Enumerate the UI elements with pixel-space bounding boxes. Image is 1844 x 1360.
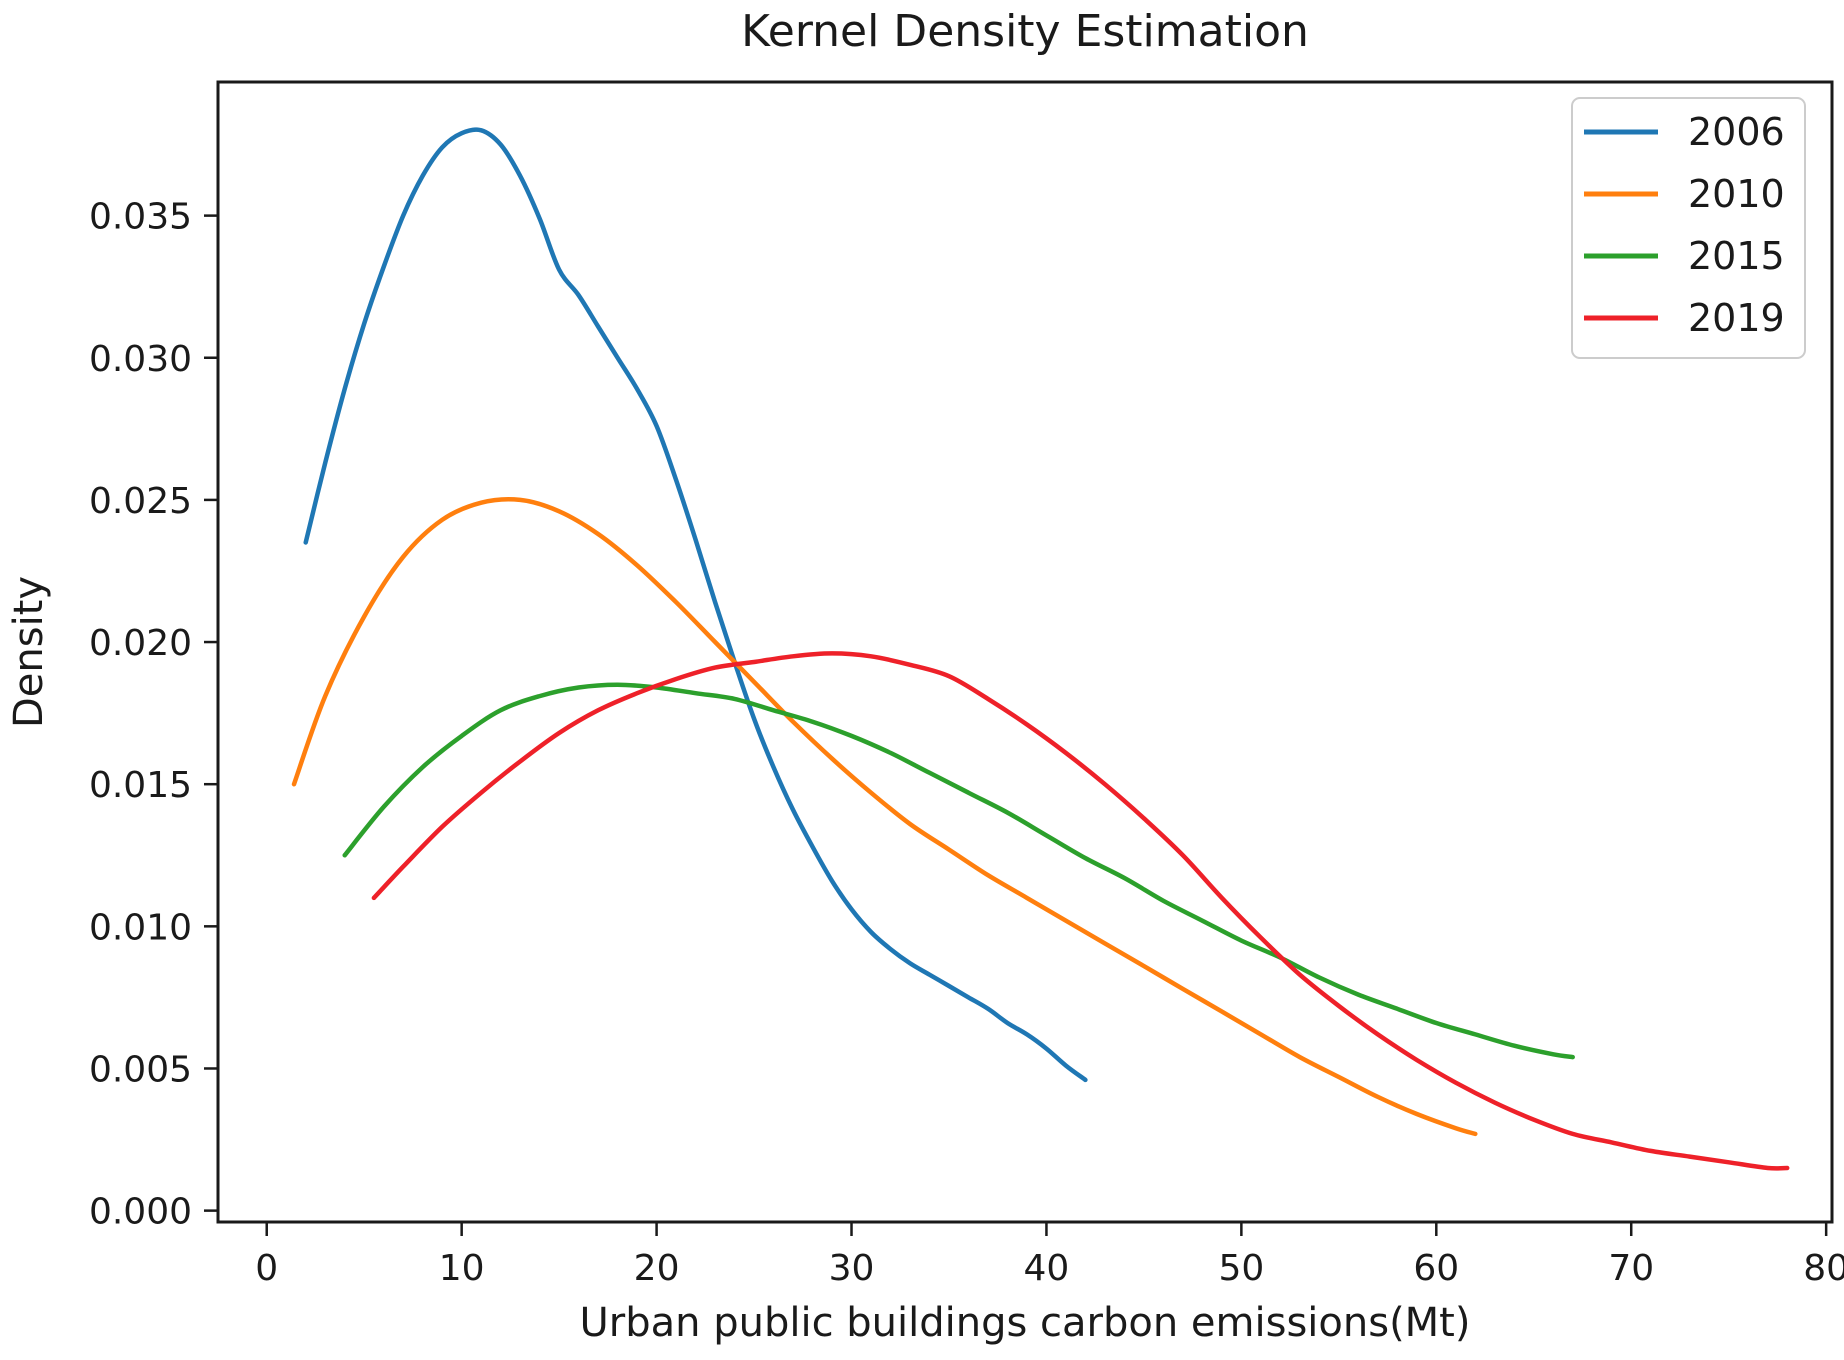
chart-title: Kernel Density Estimation xyxy=(741,6,1309,57)
x-tick-label: 60 xyxy=(1413,1248,1459,1289)
legend-label-2019: 2019 xyxy=(1688,296,1785,340)
y-tick-label: 0.020 xyxy=(89,623,192,664)
x-tick-label: 20 xyxy=(634,1248,680,1289)
x-tick-label: 70 xyxy=(1608,1248,1654,1289)
y-tick-label: 0.035 xyxy=(89,197,192,238)
y-axis-label: Density xyxy=(6,576,52,728)
x-tick-label: 50 xyxy=(1218,1248,1264,1289)
series-line-2010 xyxy=(291,497,1478,1137)
x-tick-label: 80 xyxy=(1803,1248,1844,1289)
x-axis-label: Urban public buildings carbon emissions(… xyxy=(580,1300,1471,1346)
x-tick-label: 0 xyxy=(255,1248,278,1289)
legend-label-2010: 2010 xyxy=(1688,172,1785,216)
y-tick-label: 0.010 xyxy=(89,907,192,948)
legend-label-2015: 2015 xyxy=(1688,234,1785,278)
legend: 2006 2010 2015 2019 xyxy=(1571,97,1806,359)
y-axis-ticks: 0.000 0.005 0.010 0.015 0.020 0.025 0.030 0.035 xyxy=(89,197,218,1233)
plot-frame xyxy=(216,80,1834,1224)
x-axis-ticks: 0 10 20 30 40 50 60 70 80 xyxy=(255,1222,1844,1289)
y-tick-label: 0.030 xyxy=(89,339,192,380)
series-line-2019 xyxy=(371,651,1790,1171)
x-tick-label: 30 xyxy=(829,1248,875,1289)
x-tick-label: 40 xyxy=(1024,1248,1070,1289)
series-lines xyxy=(291,127,1790,1171)
y-tick-label: 0.025 xyxy=(89,481,192,522)
legend-label-2006: 2006 xyxy=(1688,110,1785,154)
series-line-2015 xyxy=(342,682,1575,1060)
y-tick-label: 0.000 xyxy=(89,1192,192,1233)
x-tick-label: 10 xyxy=(439,1248,485,1289)
y-tick-label: 0.015 xyxy=(89,765,192,806)
y-tick-label: 0.005 xyxy=(89,1049,192,1090)
legend-box xyxy=(1571,97,1806,359)
plot-border xyxy=(216,80,1834,1224)
series-line-2006 xyxy=(303,127,1088,1083)
